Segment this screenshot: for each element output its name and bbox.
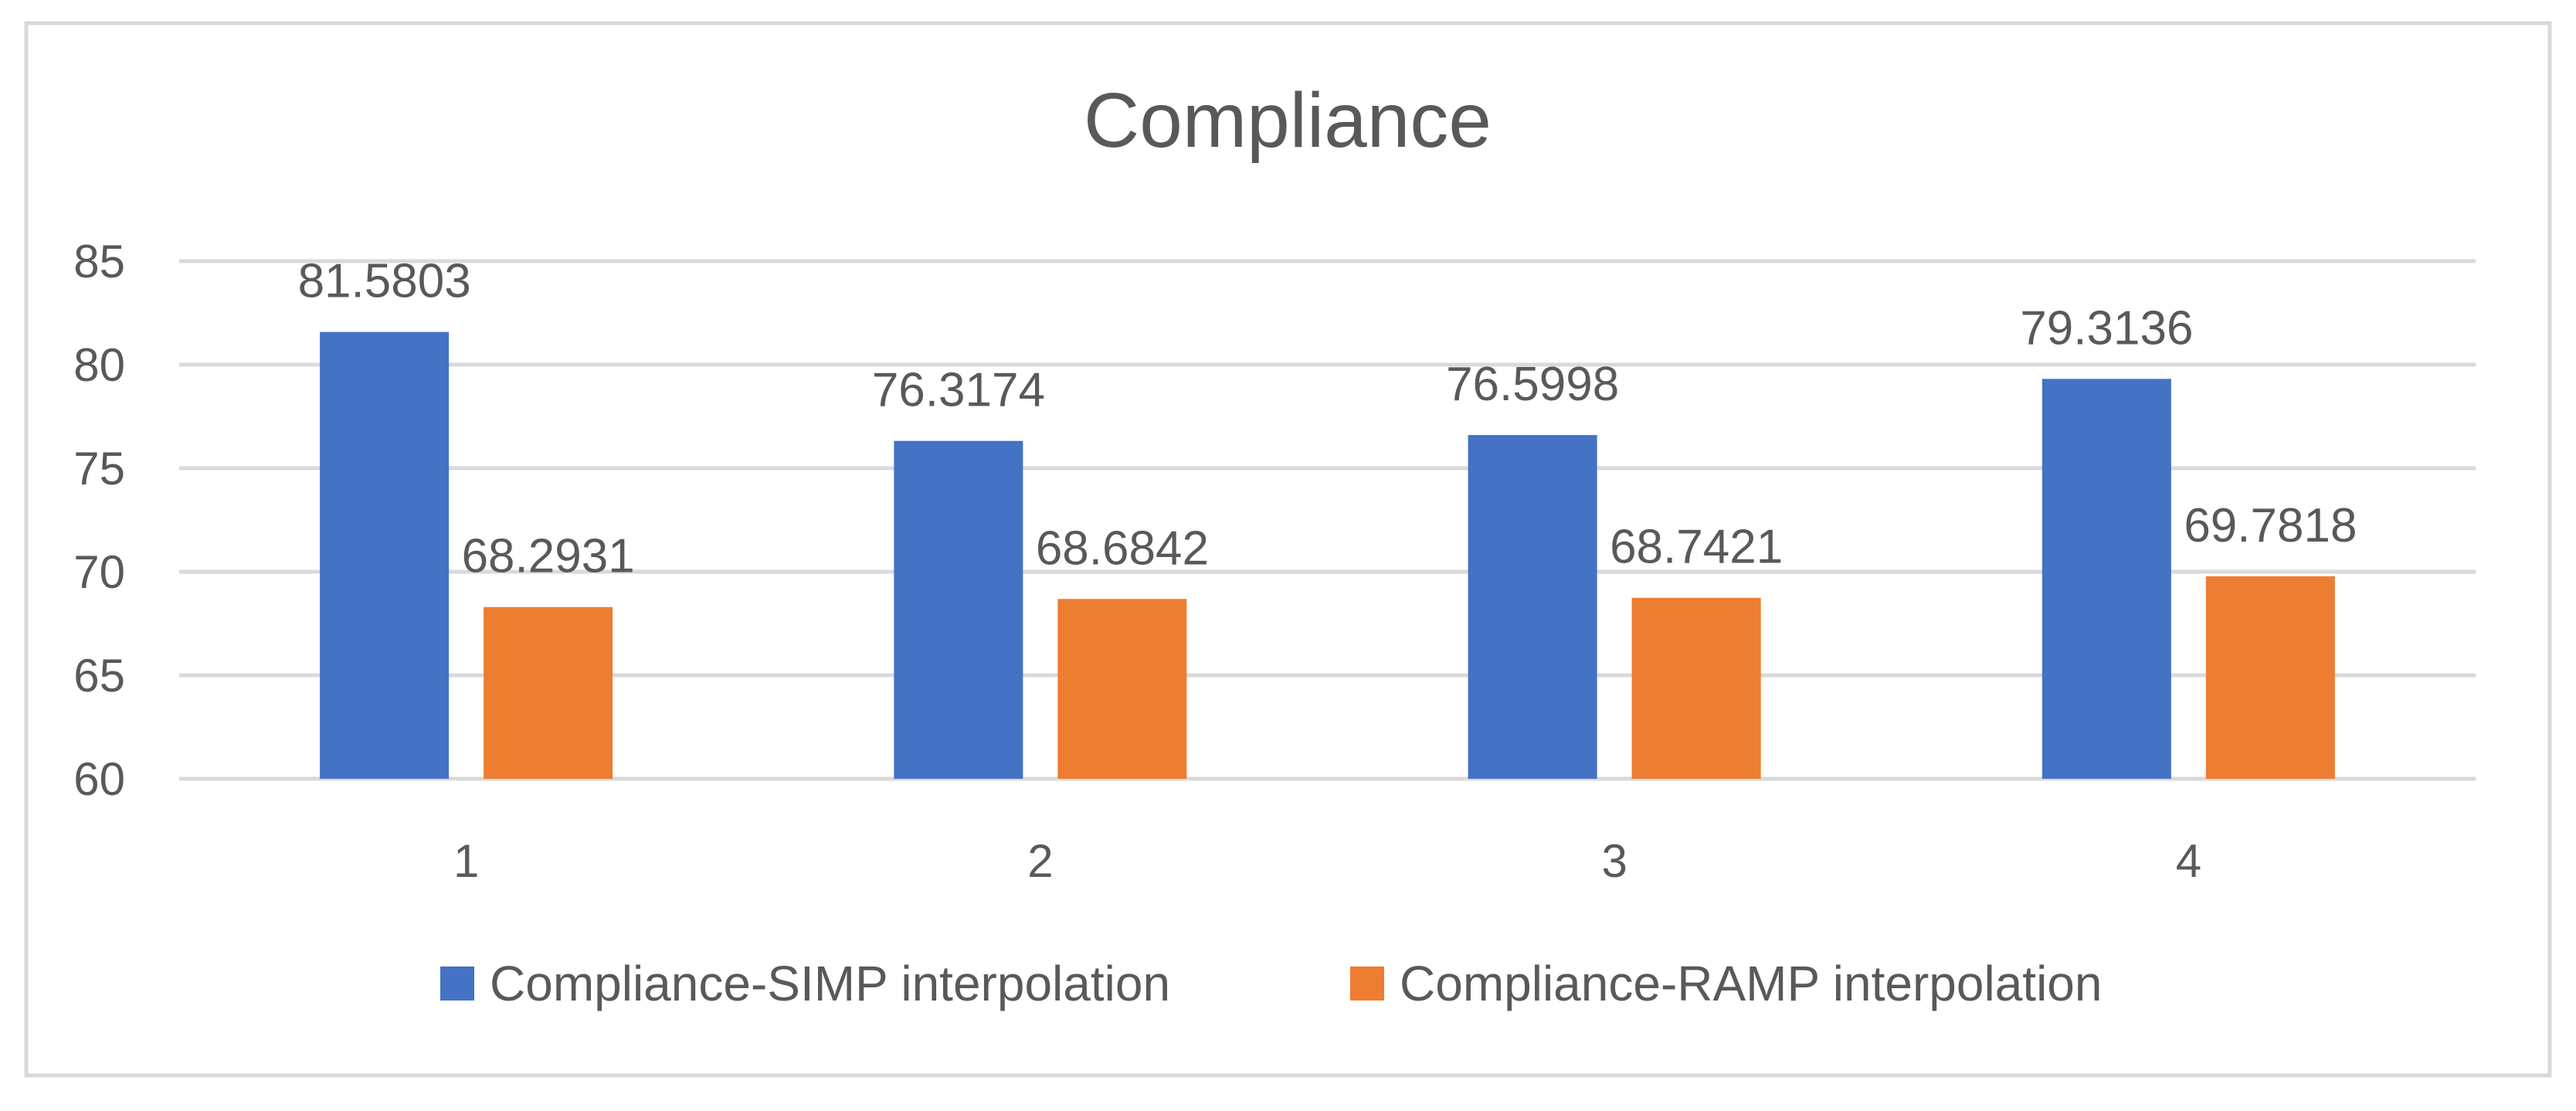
data-label-ramp-2: 68.6842: [1036, 522, 1209, 575]
y-tick-label: 70: [73, 546, 125, 598]
data-label-simp-2: 76.3174: [872, 364, 1045, 417]
bar-simp-1: [320, 331, 450, 779]
y-tick-label: 65: [73, 650, 125, 702]
data-label-ramp-1: 68.2931: [462, 530, 635, 583]
x-tick-label: 3: [1601, 835, 1627, 887]
data-labels: 81.5803 68.2931 76.3174 68.6842 76.5998 68.74…: [298, 255, 2357, 583]
bars: [320, 331, 2335, 779]
bar-ramp-1: [484, 606, 613, 779]
data-label-simp-4: 79.3136: [2020, 301, 2193, 355]
legend-label-simp: Compliance-SIMP interpolation: [490, 956, 1170, 1011]
bar-ramp-2: [1057, 599, 1187, 779]
bar-simp-2: [894, 440, 1023, 779]
y-tick-label: 60: [73, 753, 125, 805]
data-label-ramp-3: 68.7421: [1610, 521, 1783, 574]
x-tick-label: 4: [2176, 835, 2201, 887]
data-label-ramp-4: 69.7818: [2184, 499, 2357, 552]
chart-title: Compliance: [1084, 77, 1492, 164]
y-tick-label: 80: [73, 339, 125, 391]
data-label-simp-1: 81.5803: [298, 255, 471, 308]
y-axis-tick-labels: 60 65 70 75 80 85: [73, 236, 125, 805]
legend: Compliance-SIMP interpolation Compliance-…: [440, 956, 2102, 1011]
legend-swatch-simp: [440, 967, 474, 1001]
bar-ramp-4: [2205, 576, 2335, 779]
legend-swatch-ramp: [1350, 967, 1384, 1001]
y-tick-label: 85: [73, 236, 125, 287]
x-tick-label: 2: [1027, 835, 1053, 887]
x-axis-tick-labels: 1 2 3 4: [453, 835, 2201, 887]
legend-label-ramp: Compliance-RAMP interpolation: [1400, 956, 2102, 1011]
x-tick-label: 1: [453, 835, 479, 887]
bar-simp-3: [1468, 435, 1597, 779]
data-label-simp-3: 76.5998: [1446, 358, 1619, 411]
bar-ramp-3: [1631, 597, 1761, 779]
bar-simp-4: [2041, 379, 2171, 779]
y-tick-label: 75: [73, 443, 125, 494]
